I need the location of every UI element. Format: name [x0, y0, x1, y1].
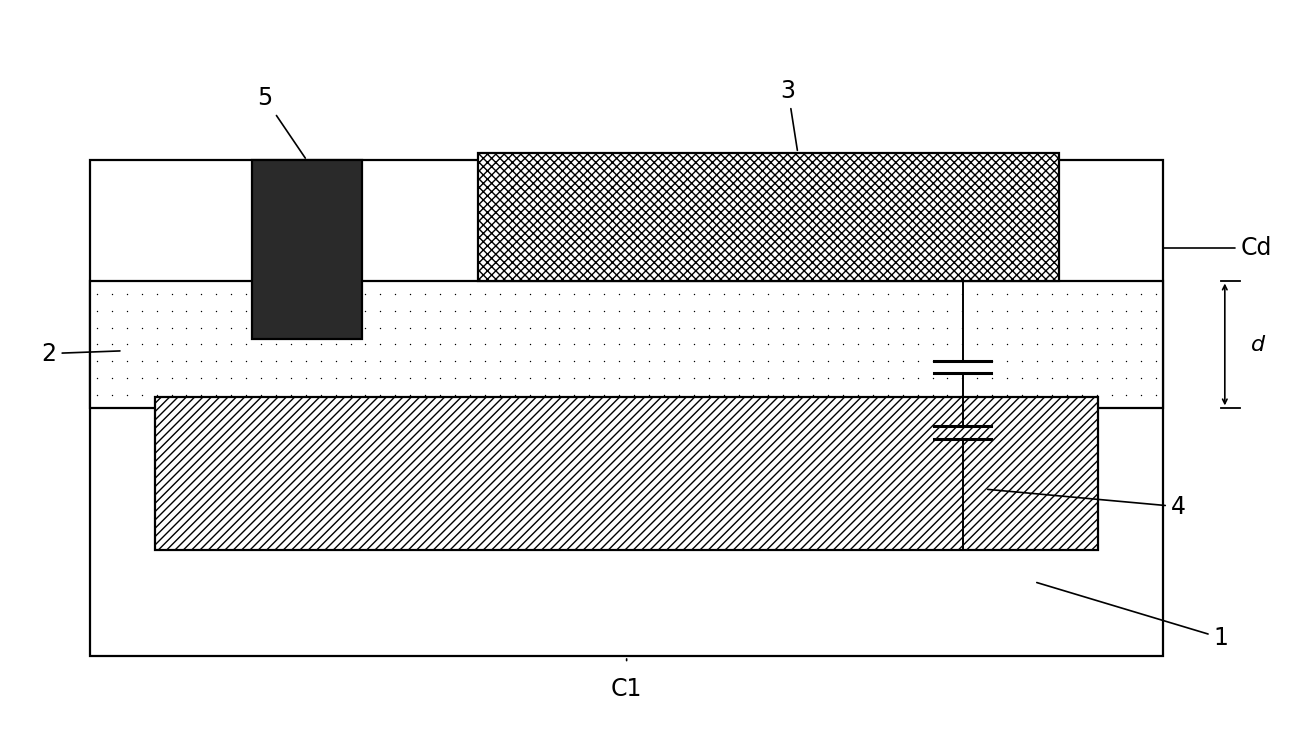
Text: d: d — [1251, 335, 1265, 355]
Bar — [478, 153, 1059, 281]
Text: 4: 4 — [988, 489, 1186, 518]
Bar — [90, 160, 1163, 656]
Text: 2: 2 — [41, 342, 120, 365]
Text: 5: 5 — [257, 87, 305, 158]
Text: 3: 3 — [780, 79, 797, 150]
Text: C1: C1 — [611, 677, 642, 701]
Text: Cd: Cd — [1163, 236, 1271, 322]
Bar — [90, 281, 1163, 408]
Text: 1: 1 — [1036, 582, 1229, 650]
Bar — [252, 160, 362, 339]
Bar — [155, 397, 1098, 550]
